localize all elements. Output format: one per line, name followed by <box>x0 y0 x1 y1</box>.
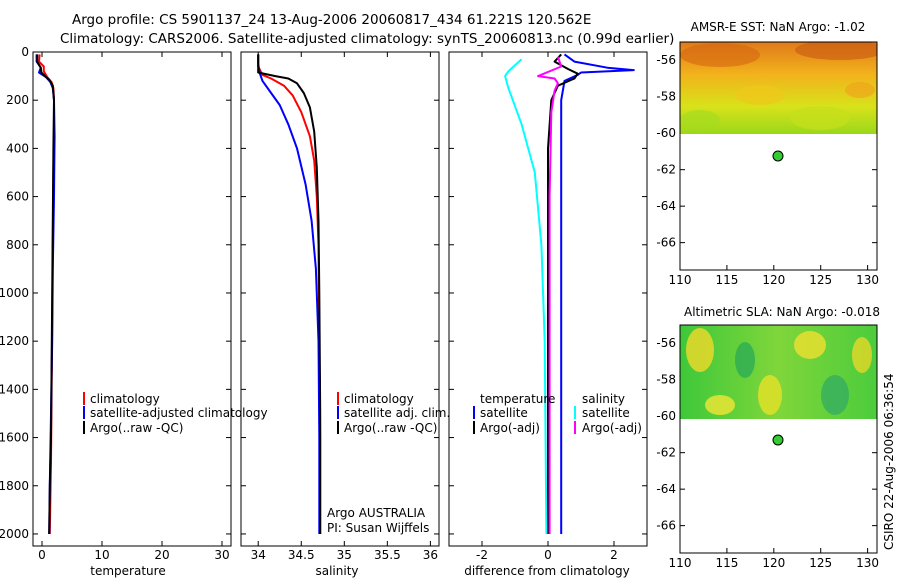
legend-label-satellite: satellite-adjusted climatology <box>90 406 268 420</box>
y-tick-label: 1800 <box>0 479 29 493</box>
temperature-legend: climatology satellite-adjusted climatolo… <box>83 392 268 435</box>
x-tick-label: 35 <box>337 548 352 562</box>
sst-map-title: AMSR-E SST: NaN Argo: -1.02 <box>691 20 866 34</box>
figure-title-line2: Climatology: CARS2006. Satellite-adjuste… <box>60 31 674 47</box>
credit-text: CSIRO 22-Aug-2006 06:36:54 <box>882 374 896 550</box>
sst-heatmap <box>680 42 877 134</box>
x-tick-label: 0 <box>544 548 552 562</box>
sla-heatmap <box>680 325 877 419</box>
map-y-tick-label: -64 <box>656 199 676 213</box>
x-tick-label: 36 <box>423 548 438 562</box>
map-x-tick-label: 115 <box>715 273 738 287</box>
map-y-tick-label: -60 <box>656 409 676 423</box>
x-tick-label: 2 <box>610 548 618 562</box>
legend-label-temp-argo: Argo(-adj) <box>480 421 540 435</box>
map-x-tick-label: 130 <box>856 273 879 287</box>
y-tick-label: 600 <box>6 190 29 204</box>
legend-title-temperature: temperature <box>480 392 555 406</box>
argo-float-marker-sst <box>772 150 784 162</box>
temperature-axis-label: temperature <box>90 564 165 578</box>
x-tick-label: 35.5 <box>374 548 401 562</box>
y-tick-label: 1200 <box>0 334 29 348</box>
x-tick-label: 0 <box>38 548 46 562</box>
series-line-salinity-argo-adj <box>537 56 563 534</box>
map-x-tick-label: 130 <box>856 556 879 570</box>
difference-legend: temperature satellite Argo(-adj) salinit… <box>473 392 642 435</box>
series-line-temperature-argo-adj <box>547 53 579 534</box>
y-tick-label: 1000 <box>0 286 29 300</box>
map-y-tick-label: -62 <box>656 163 676 177</box>
x-tick-label: 30 <box>214 548 229 562</box>
salinity-axis-label: salinity <box>315 564 358 578</box>
legend-label-temp-satellite: satellite <box>480 406 528 420</box>
y-tick-label: 0 <box>21 45 29 59</box>
series-line-temperature-satellite <box>560 53 635 534</box>
map-y-tick-label: -66 <box>656 236 676 250</box>
map-x-tick-label: 110 <box>669 556 692 570</box>
legend-label-argo: Argo(..raw -QC) <box>90 421 183 435</box>
map-x-tick-label: 110 <box>669 273 692 287</box>
y-tick-label: 800 <box>6 238 29 252</box>
legend-label-argo: Argo(..raw -QC) <box>344 421 437 435</box>
map-y-tick-label: -62 <box>656 446 676 460</box>
sla-map-title: Altimetric SLA: NaN Argo: -0.018 <box>684 305 880 319</box>
y-tick-label: 1400 <box>0 382 29 396</box>
map-y-tick-label: -58 <box>656 373 676 387</box>
map-x-tick-label: 120 <box>762 273 785 287</box>
legend-title-salinity: salinity <box>582 392 625 406</box>
series-line-salinity-satellite <box>504 58 548 535</box>
x-tick-label: 20 <box>154 548 169 562</box>
pi-name-label: PI: Susan Wijffels <box>327 521 429 535</box>
temperature-plot-frame <box>32 51 232 547</box>
y-tick-label: 200 <box>6 93 29 107</box>
legend-label-climatology: climatology <box>344 392 414 406</box>
map-x-tick-label: 115 <box>715 556 738 570</box>
sst-map-frame <box>679 41 878 271</box>
map-x-tick-label: 125 <box>809 556 832 570</box>
x-tick-label: 34.5 <box>288 548 315 562</box>
y-tick-label: 400 <box>6 141 29 155</box>
figure-title-line1: Argo profile: CS 5901137_24 13-Aug-2006 … <box>72 12 591 28</box>
argo-program-label: Argo AUSTRALIA <box>327 506 426 520</box>
map-y-tick-label: -56 <box>656 336 676 350</box>
y-tick-label: 2000 <box>0 527 29 541</box>
salinity-legend: climatology satellite adj. clim. Argo(..… <box>327 392 450 535</box>
series-line-argo-raw-qc <box>36 54 55 535</box>
sla-map-frame <box>679 324 878 554</box>
map-x-tick-label: 120 <box>762 556 785 570</box>
argo-float-marker-sla <box>772 434 784 446</box>
legend-label-satellite: satellite adj. clim. <box>344 406 450 420</box>
legend-label-climatology: climatology <box>90 392 160 406</box>
x-tick-label: -2 <box>476 548 488 562</box>
profile-lines <box>35 53 635 535</box>
map-y-tick-label: -60 <box>656 126 676 140</box>
y-tick-label: 1600 <box>0 431 29 445</box>
map-x-tick-label: 125 <box>809 273 832 287</box>
map-y-tick-label: -56 <box>656 53 676 67</box>
map-y-tick-label: -64 <box>656 482 676 496</box>
legend-label-sal-argo: Argo(-adj) <box>582 421 642 435</box>
salinity-plot-frame <box>240 51 440 547</box>
x-tick-label: 10 <box>94 548 109 562</box>
series-line-satellite-adj-clim <box>257 54 321 534</box>
difference-axis-label: difference from climatology <box>464 564 630 578</box>
x-tick-label: 34 <box>251 548 266 562</box>
legend-label-sal-satellite: satellite <box>582 406 630 420</box>
map-y-tick-label: -58 <box>656 90 676 104</box>
series-line-argo-raw-qc <box>257 54 322 534</box>
map-y-tick-label: -66 <box>656 519 676 533</box>
